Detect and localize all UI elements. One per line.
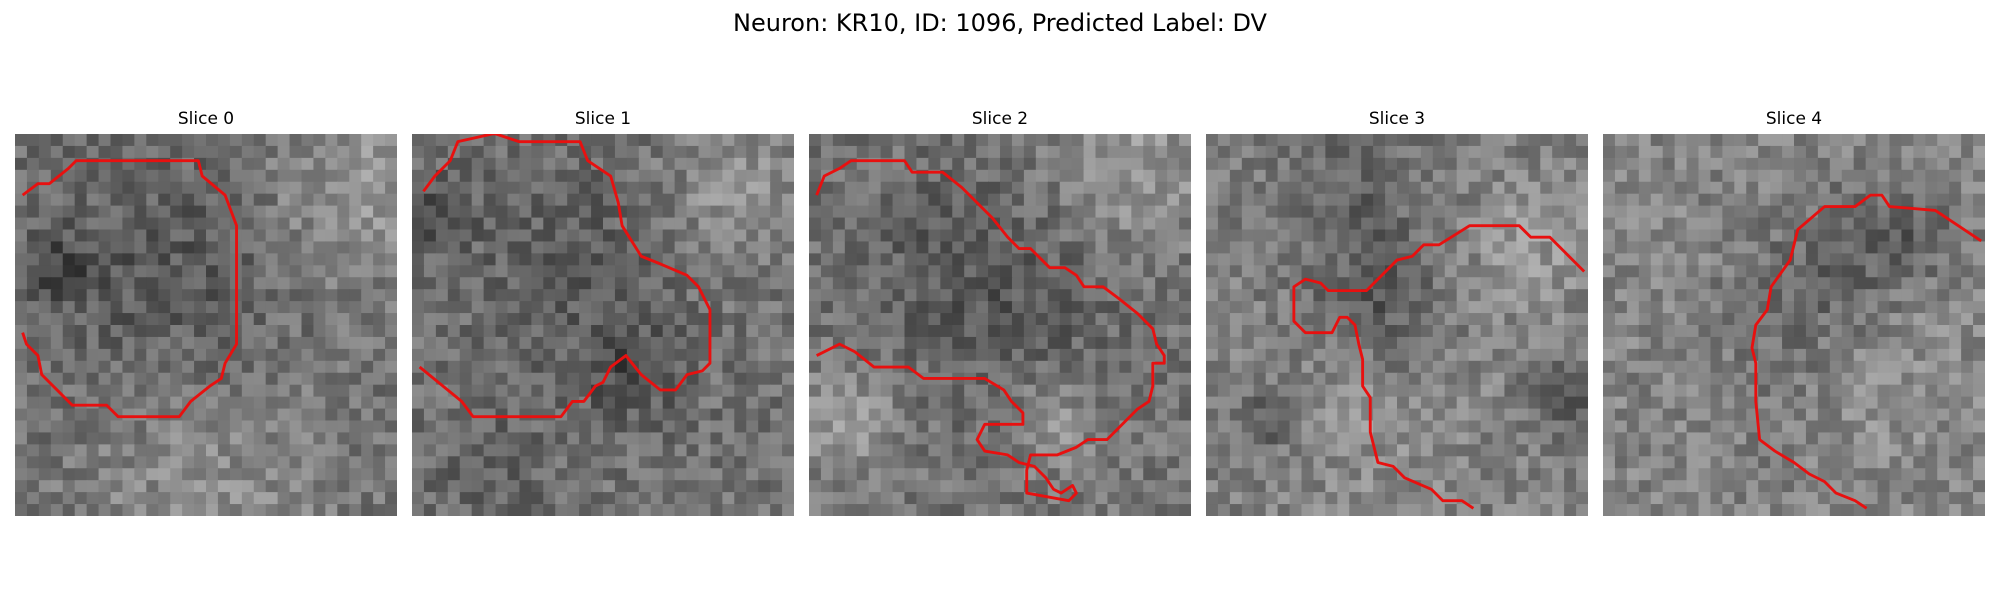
contour-line bbox=[815, 159, 1166, 503]
contour-line bbox=[418, 134, 712, 419]
contour-line bbox=[1750, 193, 1982, 510]
panel-title-slice-0: Slice 0 bbox=[177, 109, 235, 129]
slice-image-0 bbox=[15, 134, 397, 516]
contour-line bbox=[1292, 224, 1586, 510]
slice-image-2 bbox=[809, 134, 1191, 516]
panel-title-slice-4: Slice 4 bbox=[1765, 109, 1823, 129]
slice-image-1 bbox=[412, 134, 794, 516]
slice-image-4 bbox=[1603, 134, 1985, 516]
panel-title-slice-2: Slice 2 bbox=[971, 109, 1029, 129]
contour-line bbox=[21, 159, 238, 419]
figure-title: Neuron: KR10, ID: 1096, Predicted Label:… bbox=[733, 9, 1267, 37]
panel-title-slice-3: Slice 3 bbox=[1368, 109, 1426, 129]
panel-title-slice-1: Slice 1 bbox=[574, 109, 632, 129]
slice-image-3 bbox=[1206, 134, 1588, 516]
